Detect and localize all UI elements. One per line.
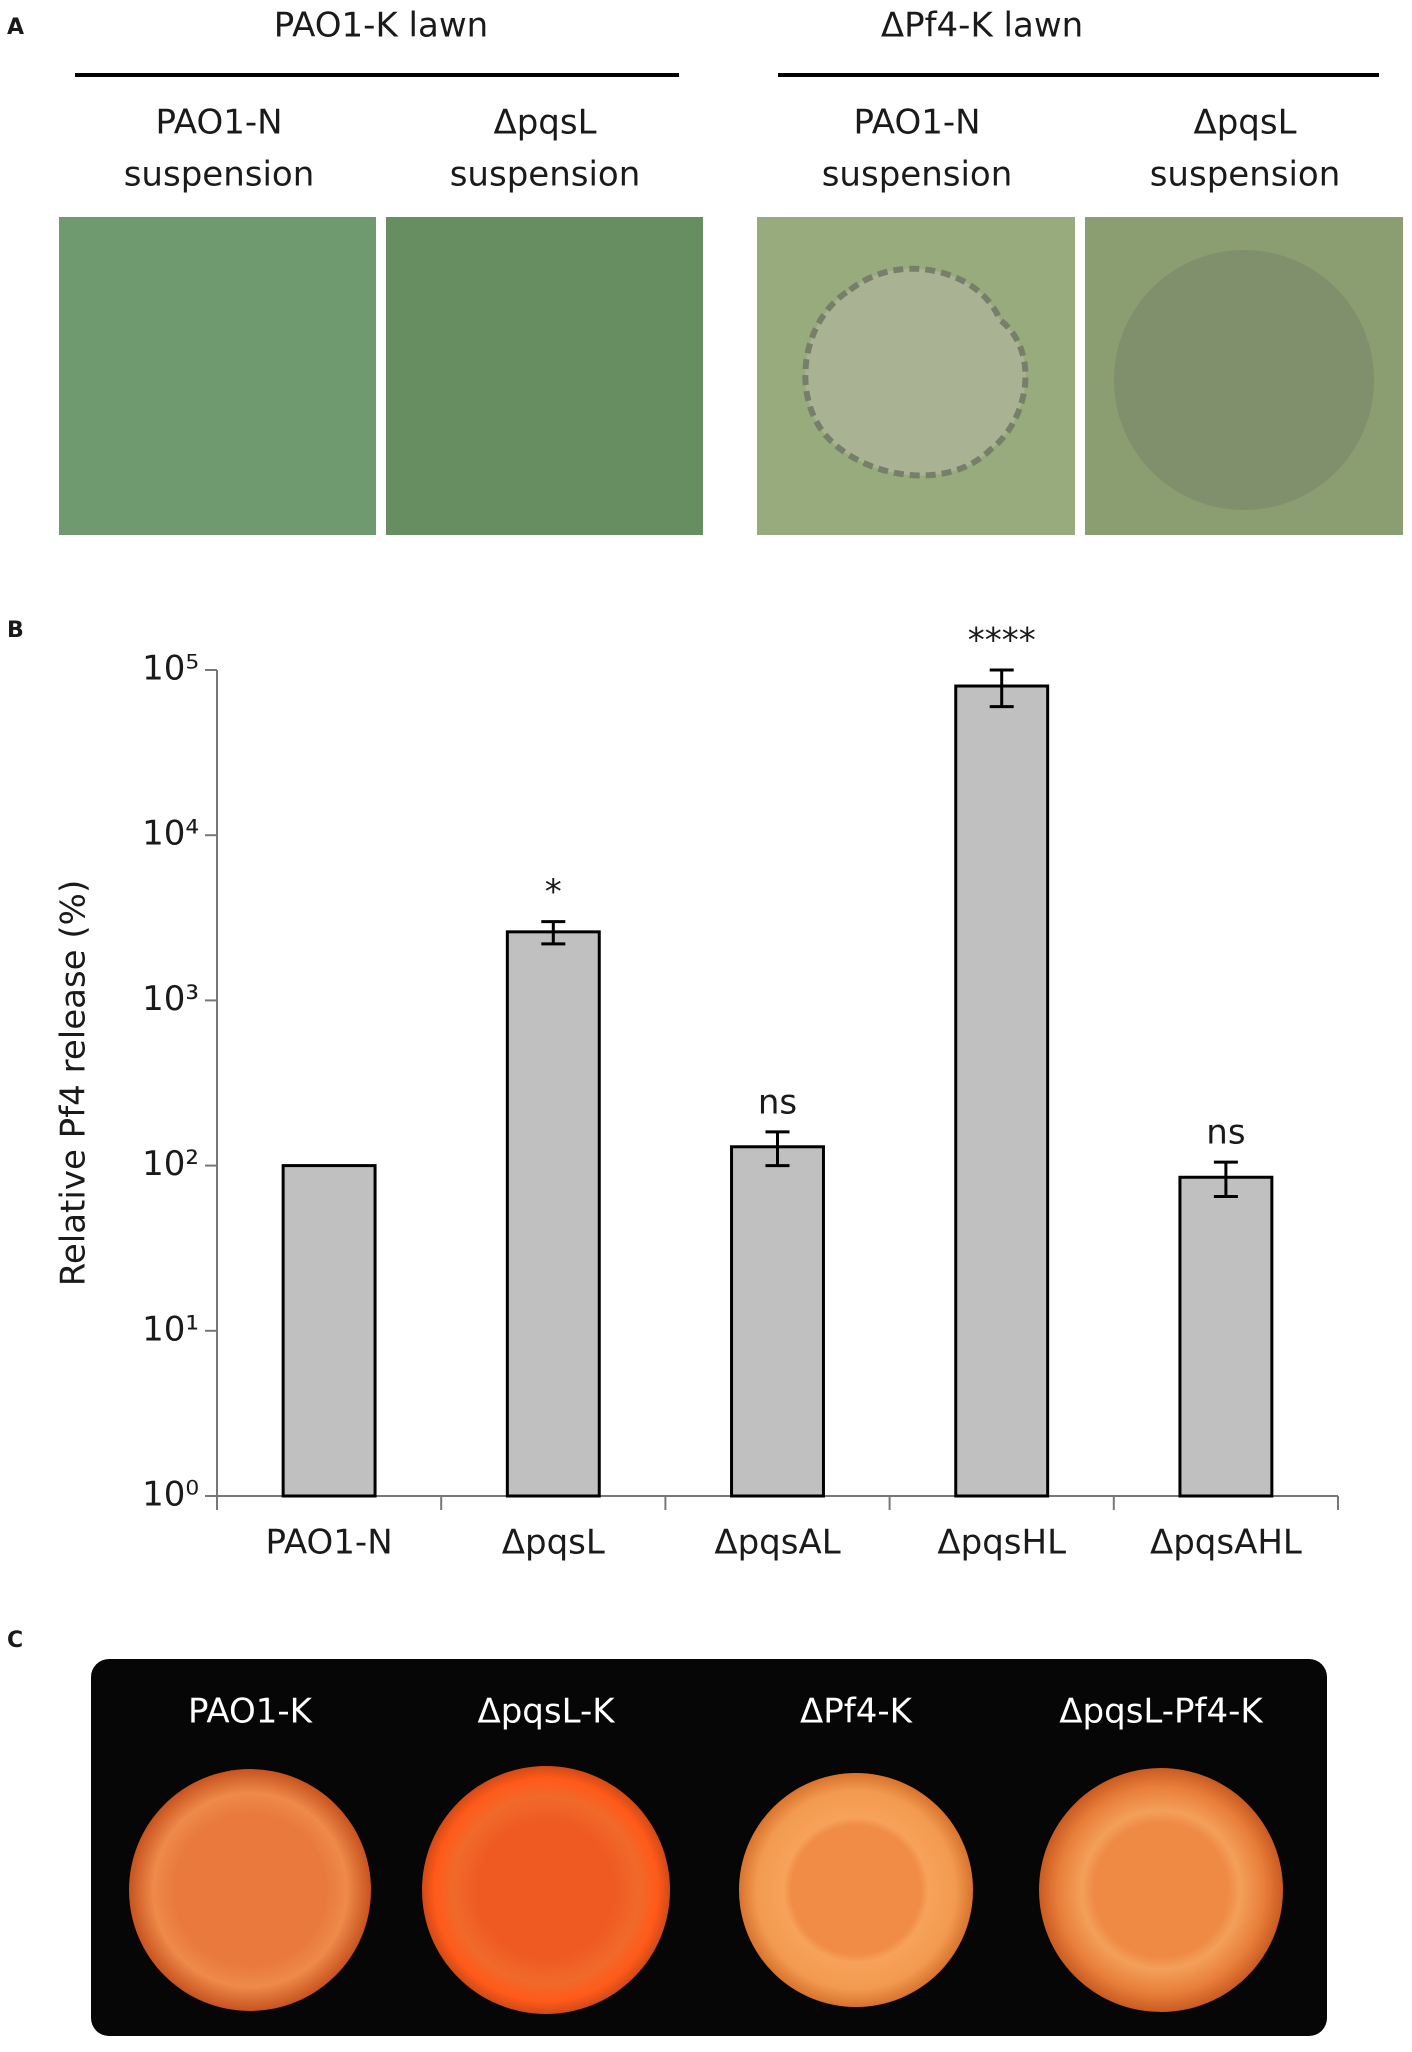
- significance-label: ns: [1206, 1113, 1245, 1153]
- y-axis-title: Relative Pf4 release (%): [54, 880, 94, 1286]
- x-tick-label: PAO1-N: [266, 1523, 393, 1563]
- panel-label: C: [7, 1628, 23, 1653]
- x-tick-label: ΔpqsHL: [937, 1523, 1066, 1563]
- error-bar: [541, 920, 566, 946]
- bar: [1178, 1175, 1274, 1498]
- bar: [730, 1145, 825, 1498]
- column-label: suspension: [124, 155, 315, 195]
- plaque: [802, 265, 1029, 479]
- panel-label: A: [7, 15, 24, 40]
- bar: [281, 1164, 377, 1498]
- significance-label: ns: [758, 1082, 797, 1122]
- bar: [505, 930, 601, 1498]
- y-tick-label: 10⁰: [142, 1475, 199, 1515]
- colony: [129, 1769, 371, 2011]
- column-label: ΔpqsL: [493, 103, 596, 143]
- significance-label: *: [545, 872, 562, 912]
- error-bar: [765, 1130, 790, 1168]
- y-tick-label: 10⁵: [142, 649, 199, 689]
- error-bar: [1213, 1160, 1238, 1199]
- colony: [739, 1773, 973, 2007]
- plaque: [1114, 250, 1374, 510]
- plate-label: ΔPf4-K: [800, 1692, 914, 1732]
- significance-label: ****: [968, 621, 1036, 661]
- y-tick-label: 10²: [142, 1144, 199, 1184]
- y-tick-label: 10¹: [142, 1309, 199, 1349]
- column-label: ΔpqsL: [1193, 103, 1296, 143]
- error-bar: [989, 668, 1014, 709]
- x-tick-label: ΔpqsAL: [714, 1523, 840, 1563]
- group-title: ΔPf4-K lawn: [881, 6, 1083, 46]
- colony: [1039, 1768, 1283, 2012]
- plate-label: ΔpqsL-Pf4-K: [1059, 1692, 1264, 1732]
- column-label: PAO1-N: [155, 103, 282, 143]
- plate-photo: [386, 217, 703, 535]
- bar: [954, 684, 1050, 1498]
- x-tick-label: ΔpqsAHL: [1150, 1523, 1302, 1563]
- colony: [422, 1766, 670, 2014]
- y-tick-label: 10³: [142, 979, 199, 1019]
- column-label: PAO1-N: [853, 103, 980, 143]
- x-tick-label: ΔpqsL: [502, 1523, 605, 1563]
- column-label: suspension: [1150, 155, 1341, 195]
- column-label: suspension: [450, 155, 641, 195]
- group-title: PAO1-K lawn: [274, 6, 488, 46]
- plate-label: PAO1-K: [188, 1692, 314, 1732]
- plate-photo: [59, 217, 376, 535]
- panel-label: B: [7, 618, 24, 643]
- plate-label: ΔpqsL-K: [477, 1692, 616, 1732]
- column-label: suspension: [822, 155, 1013, 195]
- y-tick-label: 10⁴: [142, 814, 199, 854]
- plate-background: [91, 1659, 1327, 2036]
